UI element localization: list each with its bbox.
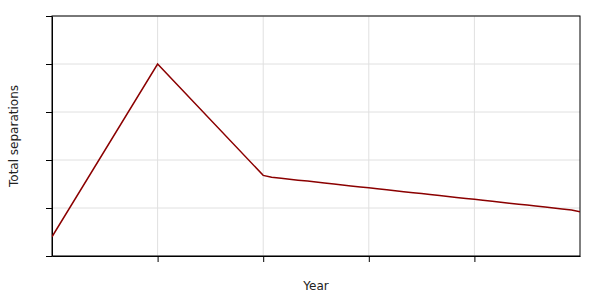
y-grid-line [52, 64, 580, 65]
y-axis-title: Total separations [7, 85, 21, 188]
y-tick-mark [46, 64, 52, 65]
y-tick-mark [46, 160, 52, 161]
grid [52, 16, 580, 256]
y-grid-line [52, 208, 580, 209]
data-line [52, 64, 580, 237]
plot-area [46, 16, 581, 262]
x-tick [263, 256, 264, 262]
y-tick-mark [46, 208, 52, 209]
marks [52, 64, 580, 237]
y-tick-mark [46, 256, 52, 257]
y-grid-line [52, 160, 580, 161]
chart-svg: Year Total separations [0, 0, 600, 300]
y-tick [46, 208, 52, 209]
x-tick-mark [158, 256, 159, 262]
y-tick-mark [46, 112, 52, 113]
x-tick-mark [474, 256, 475, 262]
x-grid-line [157, 16, 158, 256]
plot-frame [52, 16, 580, 256]
y-tick [46, 16, 52, 17]
x-axis-title: Year [302, 279, 328, 293]
x-tick-mark [263, 256, 264, 262]
y-tick [46, 160, 52, 161]
x-grid-line [368, 16, 369, 256]
x-tick [474, 256, 475, 262]
y-tick [46, 112, 52, 113]
y-tick-mark [46, 16, 52, 17]
x-tick-mark [369, 256, 370, 262]
x-tick [158, 256, 159, 262]
x-tick [369, 256, 370, 262]
x-axis [53, 256, 581, 262]
x-grid-line [474, 16, 475, 256]
x-grid-line [263, 16, 264, 256]
y-tick [46, 64, 52, 65]
y-grid-line [52, 112, 580, 113]
y-tick [46, 256, 52, 257]
